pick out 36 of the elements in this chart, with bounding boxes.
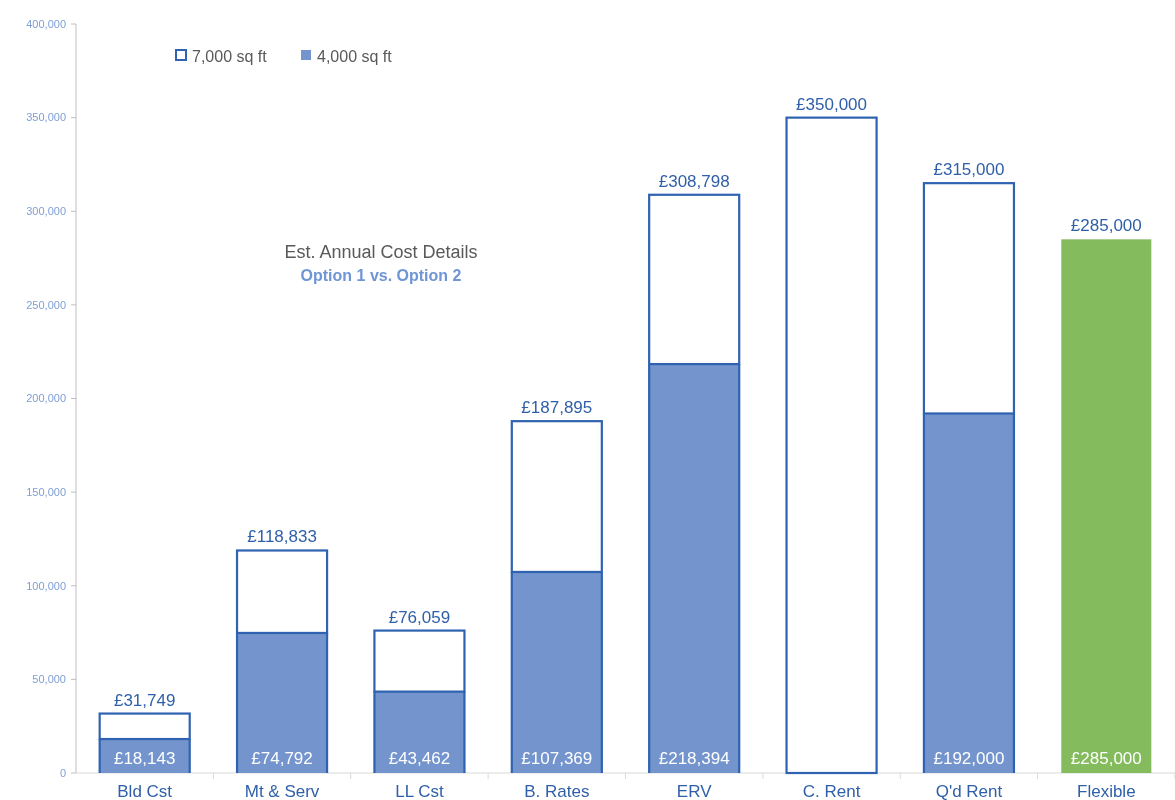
total-label: £187,895 — [521, 398, 593, 418]
data-label: £74,792 — [251, 749, 313, 768]
total-label: £315,000 — [933, 160, 1005, 180]
total-label: £350,000 — [796, 94, 868, 114]
x-tick-label: Flexible — [1077, 782, 1136, 800]
y-tick-label: 300,000 — [26, 205, 66, 218]
y-tick-label: 400,000 — [26, 17, 66, 30]
total-label: £285,000 — [1070, 216, 1142, 236]
total-label: £118,833 — [247, 527, 317, 547]
total-label: £76,059 — [388, 607, 451, 627]
y-tick-label: 250,000 — [26, 298, 66, 311]
legend-label: 7,000 sq ft — [192, 47, 268, 65]
legend-label: 4,000 sq ft — [317, 47, 393, 65]
y-tick-label: 200,000 — [26, 392, 66, 405]
y-tick-label: 50,000 — [32, 673, 66, 686]
data-label: £107,369 — [521, 749, 593, 768]
y-tick-label: 350,000 — [26, 111, 66, 124]
y-tick-label: 0 — [59, 766, 66, 779]
x-tick-label: B. Rates — [524, 782, 590, 800]
data-label: £285,000 — [1070, 749, 1142, 768]
data-label: £192,000 — [933, 749, 1005, 768]
x-tick-label: C. Rent — [802, 782, 861, 800]
x-tick-label: Bld Cst — [117, 782, 173, 800]
data-label: £18,143 — [113, 749, 176, 768]
x-tick-label: ERV — [676, 782, 713, 800]
x-tick-label: Q'd Rent — [935, 782, 1003, 800]
text: Option 1 vs. Option 2 — [300, 267, 462, 284]
data-label: £218,394 — [658, 749, 730, 768]
y-tick-label: 150,000 — [26, 485, 66, 498]
data-label: £43,462 — [388, 749, 451, 768]
x-tick-label: Mt & Serv — [244, 782, 320, 800]
x-tick-label: LL Cst — [395, 782, 444, 800]
text: Est. Annual Cost Details — [284, 242, 478, 262]
total-label: £31,749 — [113, 690, 176, 710]
y-tick-label: 100,000 — [26, 579, 66, 592]
total-label: £308,798 — [658, 171, 730, 191]
